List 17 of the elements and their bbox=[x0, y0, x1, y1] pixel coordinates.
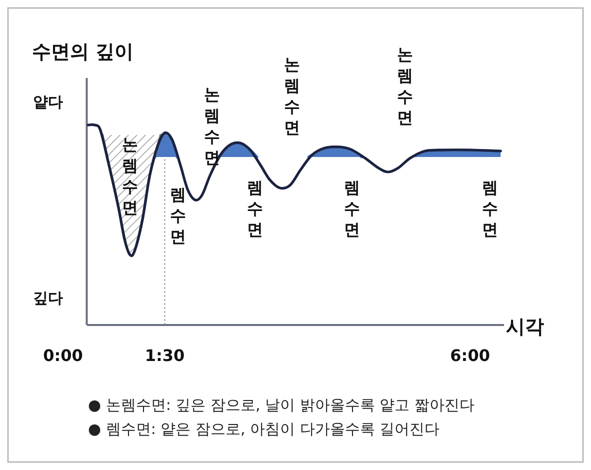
x-tick-label: 1:30 bbox=[144, 346, 185, 365]
annotation: 논렘수면 bbox=[204, 85, 220, 167]
annotation: 논렘수면 bbox=[284, 55, 300, 137]
text: 깊다 bbox=[33, 289, 63, 307]
text: ● 렘수면: 얕은 잠으로, 아침이 다가올수록 길어진다 bbox=[88, 420, 440, 438]
annotation: 논렘수면 bbox=[397, 45, 413, 127]
annotation: 렘수면 bbox=[482, 178, 498, 239]
text: ● 논렘수면: 깊은 잠으로, 날이 밝아올수록 얕고 짧아진다 bbox=[88, 396, 474, 414]
annotation: 렘수면 bbox=[247, 178, 263, 239]
chart-title: 수면의 깊이 bbox=[32, 41, 134, 63]
x-tick-label: 0:00 bbox=[43, 346, 83, 365]
text: 얕다 bbox=[33, 93, 63, 111]
annotation: 논렘수면 bbox=[122, 135, 138, 217]
annotation: 렘수면 bbox=[344, 178, 360, 239]
x-axis-title: 시각 bbox=[506, 316, 544, 338]
annotation: 렘수면 bbox=[170, 185, 186, 246]
x-tick-label: 6:00 bbox=[450, 346, 490, 365]
